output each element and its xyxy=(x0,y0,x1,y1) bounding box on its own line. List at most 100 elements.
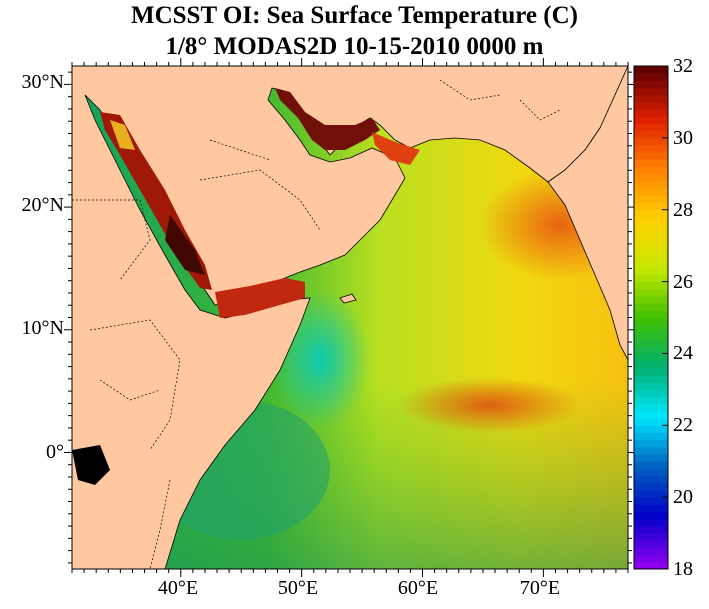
colorbar-band xyxy=(634,353,668,362)
colorbar-band xyxy=(634,410,668,419)
colorbar-band xyxy=(634,137,668,146)
lake-victoria xyxy=(72,445,110,485)
colorbar-band xyxy=(634,303,668,311)
colorbar-label: 24 xyxy=(673,342,693,365)
colorbar-band xyxy=(634,497,668,505)
lat-label-0: 0° xyxy=(46,441,64,463)
persian-gulf xyxy=(275,88,380,150)
colorbar-band xyxy=(634,533,668,541)
colorbar-band xyxy=(634,324,668,333)
colorbar-band xyxy=(634,267,668,275)
colorbar-band xyxy=(634,339,668,347)
colorbar-band xyxy=(634,202,668,211)
colorbar-band xyxy=(634,425,668,433)
colorbar-band xyxy=(634,432,668,441)
colorbar-label: 18 xyxy=(673,558,693,580)
colorbar-band xyxy=(634,245,668,254)
colorbar-label: 30 xyxy=(673,126,693,149)
colorbar-band xyxy=(634,317,668,326)
colorbar-band xyxy=(634,238,668,247)
colorbar-band xyxy=(634,295,668,304)
colorbar-band xyxy=(634,152,668,160)
colorbar-band xyxy=(634,209,668,218)
lat-label-10n: 10°N xyxy=(21,317,64,339)
colorbar-band xyxy=(634,374,668,383)
colorbar-band xyxy=(634,346,668,354)
lon-label-60e: 60°E xyxy=(397,577,439,599)
colorbar-band xyxy=(634,188,668,196)
colorbar-band xyxy=(634,145,668,153)
colorbar-band xyxy=(634,475,668,484)
frame-ticks xyxy=(64,58,636,577)
country-borders xyxy=(72,79,561,569)
colorbar-band xyxy=(634,504,668,513)
map-subtitle: 1/8° MODAS2D 10-15-2010 0000 m xyxy=(165,33,544,60)
colorbar-band xyxy=(634,518,668,527)
colorbar xyxy=(634,66,668,570)
colorbar-label: 28 xyxy=(673,198,693,221)
colorbar-band xyxy=(634,511,668,520)
colorbar-band xyxy=(634,439,668,448)
colorbar-band xyxy=(634,123,668,132)
colorbar-band xyxy=(634,80,668,89)
gulf-of-aden xyxy=(215,278,305,318)
land-india xyxy=(547,66,628,361)
colorbar-label: 22 xyxy=(673,414,693,437)
colorbar-band xyxy=(634,66,668,74)
colorbar-band xyxy=(634,489,668,498)
lat-label-20n: 20°N xyxy=(21,194,64,216)
map-area xyxy=(72,66,628,569)
colorbar-band xyxy=(634,540,668,548)
colorbar-band xyxy=(634,260,668,268)
colorbar-label: 20 xyxy=(673,486,693,509)
colorbar-band xyxy=(634,231,668,239)
colorbar-band xyxy=(634,173,668,182)
colorbar-band xyxy=(634,403,668,412)
colorbar-band xyxy=(634,109,668,117)
colorbar-band xyxy=(634,180,668,189)
colorbar-band xyxy=(634,130,668,139)
colorbar-band xyxy=(634,396,668,405)
colorbar-band xyxy=(634,525,668,534)
lon-label-70e: 70°E xyxy=(519,577,561,599)
colorbar-band xyxy=(634,389,668,398)
colorbar-band xyxy=(634,468,668,477)
colorbar-band xyxy=(634,360,668,369)
colorbar-band xyxy=(634,166,668,175)
colorbar-band xyxy=(634,101,668,110)
lon-label-50e: 50°E xyxy=(277,577,319,599)
colorbar-band xyxy=(634,382,668,390)
colorbar-label: 26 xyxy=(673,270,693,293)
colorbar-frame xyxy=(633,65,669,570)
colorbar-band xyxy=(634,252,668,261)
colorbar-band xyxy=(634,547,668,556)
colorbar-band xyxy=(634,73,668,81)
colorbar-band xyxy=(634,331,668,340)
socotra-island xyxy=(339,293,357,304)
colorbar-band xyxy=(634,116,668,124)
colorbar-band xyxy=(634,87,668,96)
colorbar-band xyxy=(634,554,668,563)
colorbar-band xyxy=(634,367,668,376)
colorbar-label: 32 xyxy=(673,55,693,77)
colorbar-band xyxy=(634,224,668,232)
colorbar-band xyxy=(634,288,668,297)
colorbar-band xyxy=(634,310,668,318)
colorbar-band xyxy=(634,454,668,462)
colorbar-band xyxy=(634,195,668,204)
colorbar-band xyxy=(634,274,668,283)
colorbar-ticks xyxy=(662,65,668,570)
colorbar-band xyxy=(634,418,668,426)
colorbar-band xyxy=(634,561,668,570)
colorbar-band xyxy=(634,446,668,455)
colorbar-band xyxy=(634,94,668,103)
lon-label-40e: 40°E xyxy=(157,577,199,599)
colorbar-band xyxy=(634,216,668,225)
colorbar-band xyxy=(634,281,668,290)
colorbar-band xyxy=(634,159,668,168)
lat-label-30n: 30°N xyxy=(21,71,64,93)
colorbar-band xyxy=(634,482,668,491)
colorbar-band xyxy=(634,461,668,469)
map-title: MCSST OI: Sea Surface Temperature (C) xyxy=(131,2,578,29)
